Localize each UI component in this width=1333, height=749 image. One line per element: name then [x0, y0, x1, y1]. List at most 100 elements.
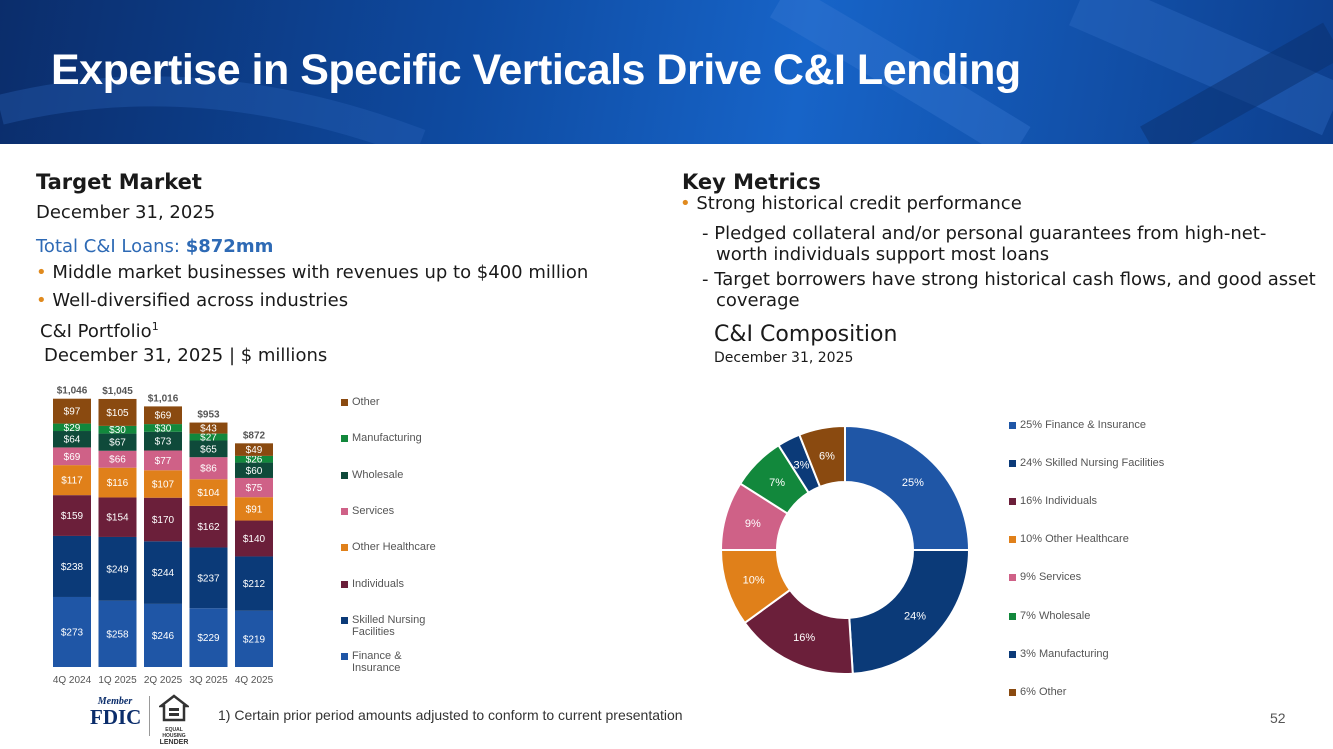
bar-value-label: $273: [61, 627, 84, 638]
portfolio-title-text: C&I Portfolio: [40, 321, 152, 342]
bar-value-label: $65: [200, 444, 217, 455]
bar-segment: [235, 520, 273, 557]
legend-swatch: [341, 471, 348, 479]
bar-segment: [189, 433, 228, 441]
donut-legend-item: 25% Finance & Insurance: [1009, 419, 1146, 431]
bar-total-label: $1,045: [102, 386, 133, 397]
bar-value-label: $67: [109, 438, 126, 449]
bullet-middle-market: Middle market businesses with revenues u…: [36, 262, 588, 283]
x-tick-label: 4Q 2025: [235, 675, 274, 686]
bar-segment: [235, 610, 273, 667]
legend-label: 3% Manufacturing: [1020, 647, 1109, 660]
donut-slice: [844, 424, 971, 551]
donut-legend-item: 6% Other: [1009, 686, 1066, 698]
bar-value-label: $30: [155, 423, 172, 434]
legend-item: Services: [341, 505, 451, 517]
bar-segment: [98, 425, 137, 434]
total-loans-value: $872mm: [185, 236, 274, 257]
legend-swatch: [1009, 498, 1016, 506]
bar-value-label: $229: [197, 633, 220, 644]
bar-value-label: $170: [152, 515, 175, 526]
legend-item: Individuals: [341, 578, 451, 590]
bar-segment: [144, 450, 182, 471]
bar-value-label: $154: [106, 513, 129, 524]
bar-segment: [189, 457, 228, 480]
bullet-diversified: Well-diversified across industries: [36, 290, 348, 311]
bar-segment: [144, 424, 182, 432]
bar-segment: [98, 433, 137, 451]
bar-segment: [53, 596, 91, 667]
bar-value-label: $69: [64, 452, 81, 463]
legend-label: Finance & Insurance: [352, 650, 402, 675]
bar-segment: [144, 431, 182, 451]
bar-segment: [189, 608, 228, 667]
bar-segment: [235, 443, 273, 456]
bar-segment: [235, 455, 273, 463]
bar-value-label: $26: [246, 455, 263, 466]
legend-item: Other Healthcare: [341, 541, 451, 553]
legend-swatch: [341, 580, 348, 588]
legend-swatch: [1009, 460, 1016, 468]
bar-segment: [235, 477, 273, 498]
donut-legend-item: 9% Services: [1009, 571, 1081, 583]
fdic-logo: Member FDIC: [90, 697, 141, 728]
legend-label: 10% Other Healthcare: [1020, 533, 1129, 546]
donut-legend-item: 16% Individuals: [1009, 495, 1097, 507]
legend-label: 7% Wholesale: [1020, 609, 1091, 622]
bar-segment: [189, 547, 228, 609]
donut-slice-label: 10%: [743, 575, 765, 587]
bar-value-label: $107: [152, 479, 175, 490]
x-tick-label: 1Q 2025: [98, 675, 137, 686]
bar-segment: [189, 479, 228, 506]
legend-swatch: [341, 507, 348, 515]
portfolio-title-sup: 1: [151, 320, 159, 333]
bar-segment: [98, 398, 137, 426]
total-loans: Total C&I Loans: $872mm: [36, 236, 273, 257]
bar-value-label: $43: [200, 424, 217, 435]
legend-label: Individuals: [352, 577, 404, 590]
bar-value-label: $159: [61, 511, 84, 522]
legend-label: Skilled Nursing Facilities: [352, 613, 426, 638]
legend-swatch: [341, 653, 348, 661]
bar-segment: [53, 423, 91, 432]
footnote: 1) Certain prior period amounts adjusted…: [218, 707, 683, 723]
legend-label: 25% Finance & Insurance: [1020, 419, 1146, 431]
legend-swatch: [1009, 688, 1016, 696]
bar-value-label: $27: [200, 433, 217, 444]
bar-segment: [98, 497, 137, 537]
portfolio-bar-chart: $273 $238 $159 $117 $69 $64$29 $97 $1,046 4Q 202…: [53, 386, 274, 686]
bar-segment: [189, 422, 228, 434]
legend-label: Services: [352, 504, 395, 517]
donut-legend-item: 3% Manufacturing: [1009, 648, 1109, 660]
donut-slice: [848, 549, 971, 675]
legend-item: Wholesale: [341, 469, 451, 481]
legend-swatch: [1009, 536, 1016, 544]
portfolio-chart-subtitle: December 31, 2025 | $ millions: [44, 345, 328, 366]
bar-segment: [189, 505, 228, 548]
legend-label: 6% Other: [1020, 685, 1067, 698]
bar-value-label: $69: [155, 411, 172, 422]
bar-value-label: $105: [106, 408, 129, 419]
bar-segment: [144, 541, 182, 604]
bar-segment: [144, 470, 182, 498]
composition-chart-subtitle: December 31, 2025: [714, 350, 854, 366]
legend-item: Skilled Nursing Facilities: [341, 614, 451, 638]
legend-label: Other: [352, 396, 380, 408]
bar-value-label: $64: [64, 435, 81, 446]
banner-pattern: [0, 0, 1333, 144]
equal-housing-logo: EQUAL HOUSING LENDER: [155, 694, 193, 747]
bar-segment: [144, 406, 182, 425]
legend-label: 9% Services: [1020, 571, 1082, 584]
bar-value-label: $246: [152, 631, 175, 642]
legend-label: Other Healthcare: [352, 541, 436, 554]
key-metrics-heading: Key Metrics: [682, 170, 821, 194]
portfolio-chart-title: C&I Portfolio1: [40, 320, 159, 342]
target-market-heading: Target Market: [36, 170, 202, 194]
bar-segment: [53, 535, 91, 597]
donut-slice-label: 16%: [793, 632, 815, 644]
bar-value-label: $162: [197, 522, 220, 533]
bar-total-label: $1,016: [148, 393, 179, 404]
bar-value-label: $86: [200, 464, 217, 475]
legend-label: 24% Skilled Nursing Facilities: [1020, 457, 1165, 470]
bar-value-label: $49: [246, 445, 263, 456]
